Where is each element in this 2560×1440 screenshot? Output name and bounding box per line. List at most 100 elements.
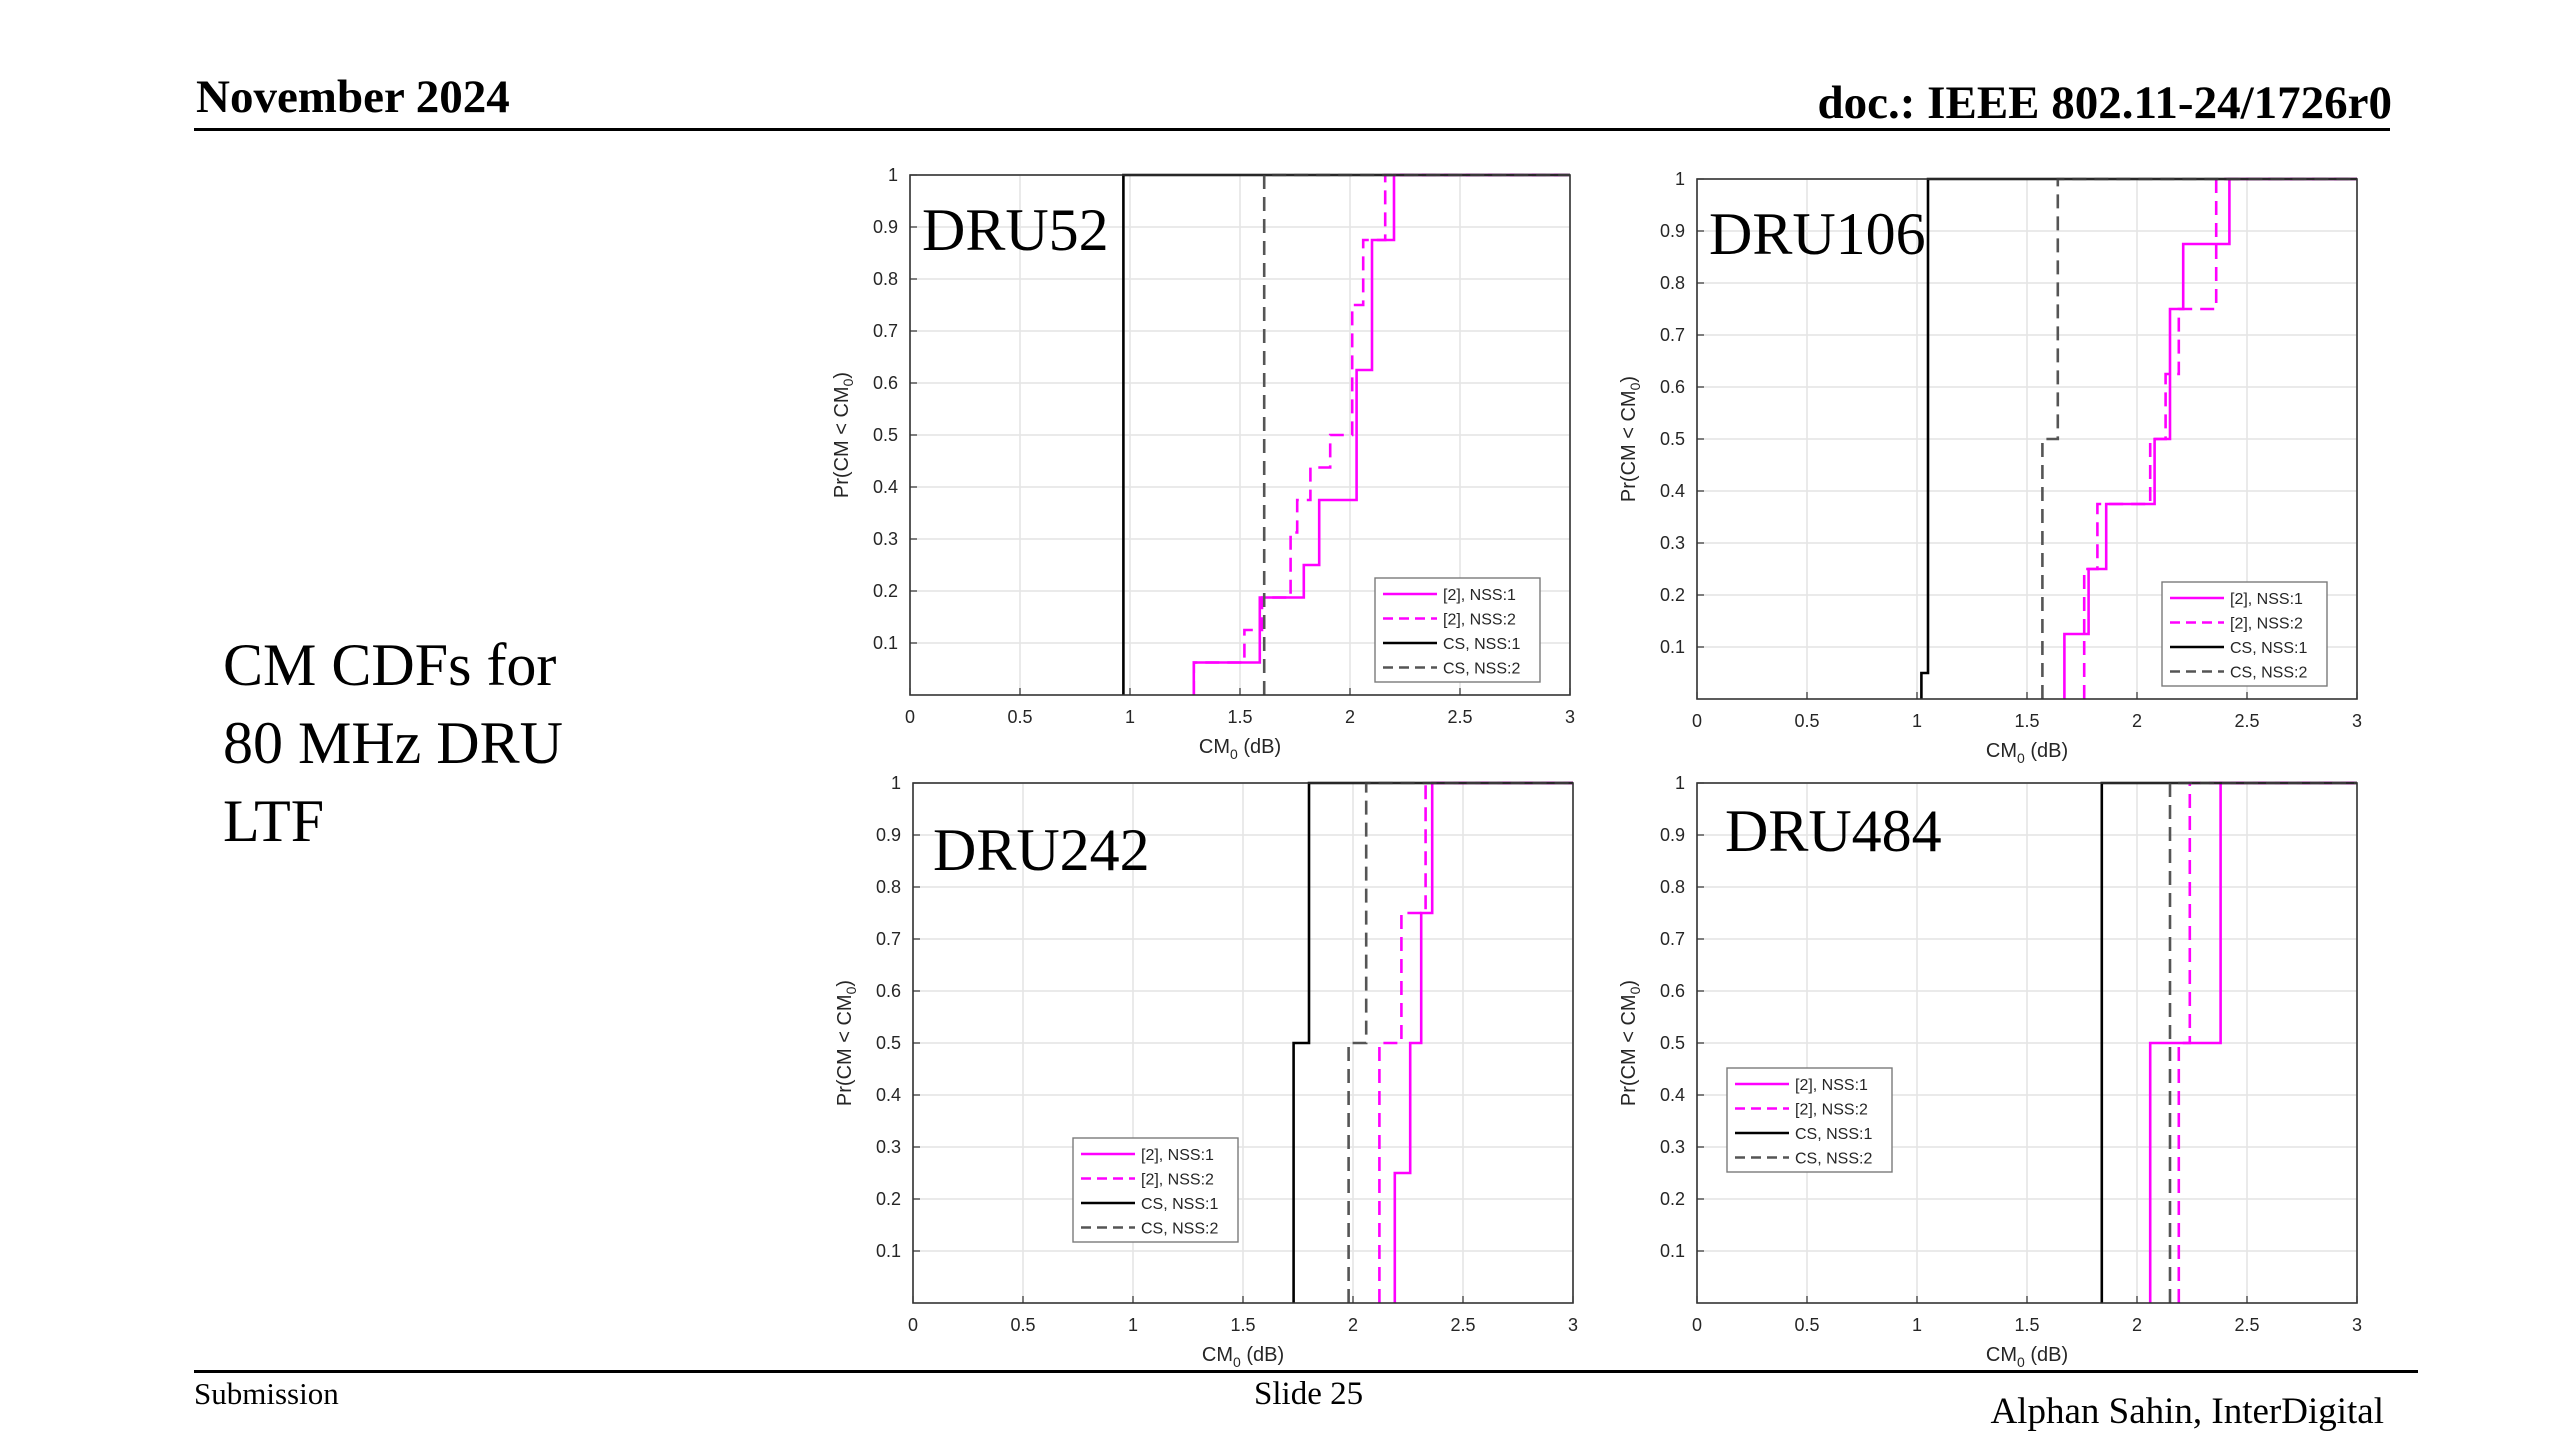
legend-label-1: [2], NSS:1 bbox=[1795, 1077, 1868, 1094]
x-tick-label: 0 bbox=[1692, 711, 1702, 731]
y-tick-label: 0.4 bbox=[873, 477, 898, 497]
y-tick-label: 0.3 bbox=[1660, 1137, 1685, 1157]
y-tick-label: 0.7 bbox=[876, 929, 901, 949]
x-tick-label: 1 bbox=[1912, 711, 1922, 731]
x-tick-label: 2.5 bbox=[1447, 707, 1472, 727]
y-tick-label: 0.5 bbox=[876, 1033, 901, 1053]
y-tick-label: 0.7 bbox=[873, 321, 898, 341]
legend-label-1: [2], NSS:1 bbox=[2230, 591, 2303, 608]
x-tick-label: 1.5 bbox=[1230, 1315, 1255, 1335]
y-tick-label: 1 bbox=[1675, 773, 1685, 793]
legend-label-4: CS, NSS:2 bbox=[1141, 1221, 1218, 1238]
panel-label: DRU484 bbox=[1725, 798, 1942, 864]
x-tick-label: 0.5 bbox=[1007, 707, 1032, 727]
legend-label-1: [2], NSS:1 bbox=[1141, 1147, 1214, 1164]
legend-label-1: [2], NSS:1 bbox=[1443, 587, 1516, 604]
series-line-4 bbox=[2041, 177, 2357, 699]
legend-box bbox=[1374, 577, 1541, 683]
panel-label: DRU52 bbox=[922, 197, 1109, 263]
y-axis-label: Pr(CM < CM0) bbox=[1618, 980, 1643, 1106]
y-tick-label: 0.6 bbox=[1660, 981, 1685, 1001]
legend: [2], NSS:1 [2], NSS:2 CS, NSS:1 CS, NSS:2 bbox=[1374, 577, 1541, 683]
x-tick-label: 1.5 bbox=[2014, 711, 2039, 731]
y-tick-label: 0.7 bbox=[1660, 929, 1685, 949]
legend: [2], NSS:1 [2], NSS:2 CS, NSS:1 CS, NSS:2 bbox=[1072, 1137, 1239, 1243]
legend-label-3: CS, NSS:1 bbox=[1443, 636, 1520, 653]
y-tick-label: 0.2 bbox=[1660, 585, 1685, 605]
footer-author: Alphan Sahin, InterDigital bbox=[1990, 1391, 2384, 1432]
chart-svg-dru106: 0 0.5 1 1.5 2 2.5 3 0.1 0.2 0.3 0.4 0.5 0.6 0.7 0.8 0.9… bbox=[1618, 169, 2362, 766]
x-tick-label: 2 bbox=[2132, 711, 2142, 731]
x-tick-label: 3 bbox=[2352, 711, 2362, 731]
y-tick-label: 0.9 bbox=[873, 217, 898, 237]
legend: [2], NSS:1 [2], NSS:2 CS, NSS:1 CS, NSS:2 bbox=[2161, 581, 2328, 687]
y-tick-label: 0.6 bbox=[1660, 377, 1685, 397]
legend-label-2: [2], NSS:2 bbox=[1795, 1102, 1868, 1119]
x-tick-label: 0.5 bbox=[1794, 1315, 1819, 1335]
y-tick-label: 0.9 bbox=[1660, 221, 1685, 241]
y-tick-label: 0.2 bbox=[876, 1189, 901, 1209]
x-axis-label: CM0 (dB) bbox=[1986, 1344, 2068, 1370]
y-tick-label: 0.8 bbox=[1660, 273, 1685, 293]
slide-title-line-1: CM CDFs for bbox=[223, 632, 557, 698]
y-tick-label: 0.3 bbox=[876, 1137, 901, 1157]
panel-label: DRU242 bbox=[933, 817, 1150, 883]
x-tick-label: 2.5 bbox=[1450, 1315, 1475, 1335]
y-tick-label: 0.1 bbox=[873, 633, 898, 653]
legend: [2], NSS:1 [2], NSS:2 CS, NSS:1 CS, NSS:2 bbox=[1726, 1067, 1893, 1173]
x-tick-label: 1.5 bbox=[2014, 1315, 2039, 1335]
y-tick-label: 1 bbox=[888, 165, 898, 185]
y-tick-label: 0.4 bbox=[1660, 481, 1685, 501]
x-tick-label: 2.5 bbox=[2234, 1315, 2259, 1335]
y-tick-label: 0.1 bbox=[1660, 637, 1685, 657]
x-tick-label: 1.5 bbox=[1227, 707, 1252, 727]
legend-label-4: CS, NSS:2 bbox=[2230, 665, 2307, 682]
y-tick-label: 0.1 bbox=[876, 1241, 901, 1261]
series-line-1 bbox=[1393, 781, 1573, 1303]
chart-panel-dru52: 0 0.5 1 1.5 2 2.5 3 0.1 0.2 0.3 0.4 0.5 0.6 0.7 0.8 0.9… bbox=[830, 165, 1620, 770]
y-tick-label: 0.1 bbox=[1660, 1241, 1685, 1261]
y-tick-label: 0.8 bbox=[876, 877, 901, 897]
y-tick-label: 0.5 bbox=[1660, 1033, 1685, 1053]
y-tick-label: 0.9 bbox=[876, 825, 901, 845]
y-axis-label: Pr(CM < CM0) bbox=[831, 372, 856, 498]
x-tick-label: 3 bbox=[2352, 1315, 2362, 1335]
x-axis-label: CM0 (dB) bbox=[1202, 1344, 1284, 1370]
x-tick-label: 2 bbox=[1348, 1315, 1358, 1335]
legend-label-3: CS, NSS:1 bbox=[1141, 1196, 1218, 1213]
y-tick-label: 0.4 bbox=[1660, 1085, 1685, 1105]
series-line-2 bbox=[2177, 781, 2357, 1303]
slide-title: CM CDFs for 80 MHz DRU LTF bbox=[223, 626, 643, 860]
y-tick-label: 0.5 bbox=[873, 425, 898, 445]
y-tick-label: 0.6 bbox=[873, 373, 898, 393]
chart-panel-dru106: 0 0.5 1 1.5 2 2.5 3 0.1 0.2 0.3 0.4 0.5 0.6 0.7 0.8 0.9… bbox=[1617, 169, 2407, 774]
x-tick-label: 1 bbox=[1912, 1315, 1922, 1335]
y-tick-label: 1 bbox=[1675, 169, 1685, 189]
legend-box bbox=[2161, 581, 2328, 687]
legend-label-4: CS, NSS:2 bbox=[1795, 1151, 1872, 1168]
x-tick-label: 3 bbox=[1568, 1315, 1578, 1335]
legend-label-2: [2], NSS:2 bbox=[1141, 1172, 1214, 1189]
x-tick-label: 2 bbox=[1345, 707, 1355, 727]
y-tick-label: 0.8 bbox=[873, 269, 898, 289]
series-line-2 bbox=[2082, 177, 2357, 699]
legend-label-2: [2], NSS:2 bbox=[1443, 612, 1516, 629]
footer-submission: Submission bbox=[194, 1376, 339, 1411]
x-tick-label: 2.5 bbox=[2234, 711, 2259, 731]
series-line-2 bbox=[1192, 173, 1570, 695]
x-tick-label: 0 bbox=[908, 1315, 918, 1335]
header-doc-id: doc.: IEEE 802.11-24/1726r0 bbox=[1817, 77, 2392, 129]
y-tick-label: 0.5 bbox=[1660, 429, 1685, 449]
panel-label: DRU106 bbox=[1709, 201, 1926, 267]
x-tick-label: 2 bbox=[2132, 1315, 2142, 1335]
chart-svg-dru484: 0 0.5 1 1.5 2 2.5 3 0.1 0.2 0.3 0.4 0.5 0.6 0.7 0.8 0.9… bbox=[1618, 773, 2362, 1370]
chart-panel-dru484: 0 0.5 1 1.5 2 2.5 3 0.1 0.2 0.3 0.4 0.5 0.6 0.7 0.8 0.9… bbox=[1617, 773, 2407, 1378]
legend-label-4: CS, NSS:2 bbox=[1443, 661, 1520, 678]
slide-title-line-2: 80 MHz DRU bbox=[223, 710, 563, 776]
x-axis-label: CM0 (dB) bbox=[1986, 740, 2068, 766]
footer-rule bbox=[194, 1370, 2418, 1373]
x-tick-label: 0 bbox=[1692, 1315, 1702, 1335]
y-axis-label: Pr(CM < CM0) bbox=[1618, 376, 1643, 502]
x-tick-label: 3 bbox=[1565, 707, 1575, 727]
y-tick-label: 0.7 bbox=[1660, 325, 1685, 345]
